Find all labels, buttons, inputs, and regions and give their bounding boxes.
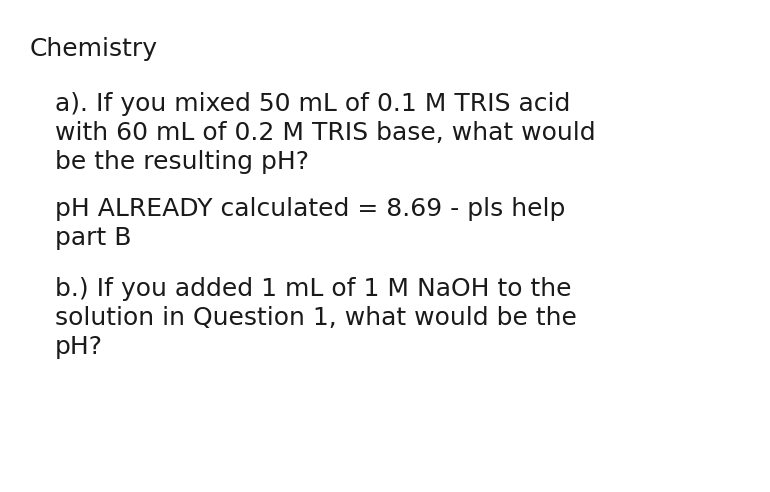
Text: Chemistry: Chemistry: [30, 37, 158, 61]
Text: solution in Question 1, what would be the: solution in Question 1, what would be th…: [55, 306, 577, 330]
Text: part B: part B: [55, 226, 132, 250]
Text: a). If you mixed 50 mL of 0.1 M TRIS acid: a). If you mixed 50 mL of 0.1 M TRIS aci…: [55, 92, 571, 116]
Text: pH ALREADY calculated = 8.69 - pls help: pH ALREADY calculated = 8.69 - pls help: [55, 197, 565, 221]
Text: pH?: pH?: [55, 335, 103, 359]
Text: with 60 mL of 0.2 M TRIS base, what would: with 60 mL of 0.2 M TRIS base, what woul…: [55, 121, 596, 145]
Text: b.) If you added 1 mL of 1 M NaOH to the: b.) If you added 1 mL of 1 M NaOH to the: [55, 277, 571, 301]
Text: be the resulting pH?: be the resulting pH?: [55, 150, 309, 174]
